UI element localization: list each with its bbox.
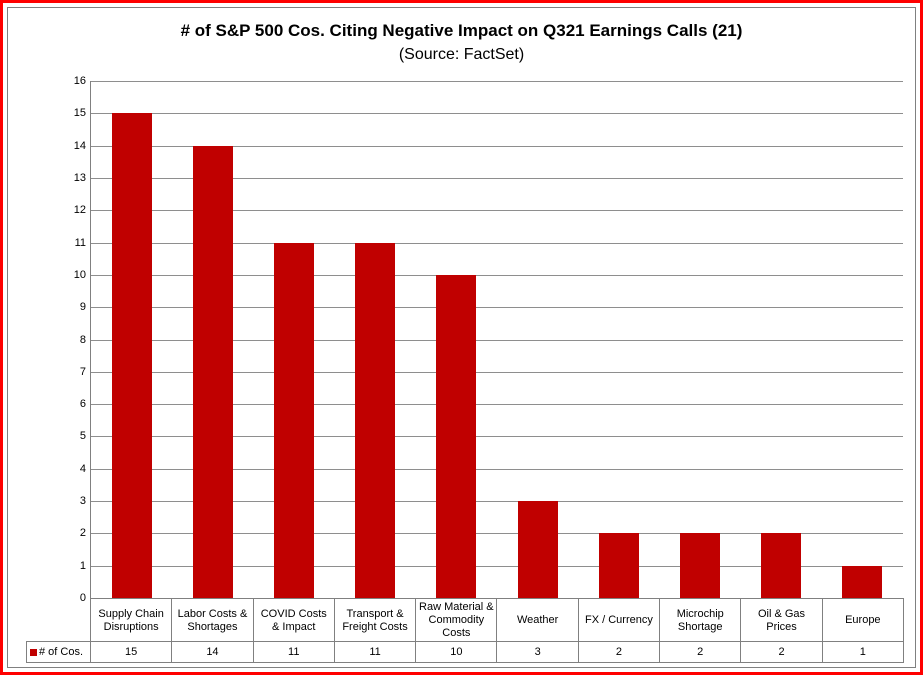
category-cell: Europe	[823, 599, 904, 642]
gridline	[91, 177, 903, 179]
y-axis-tick-label: 14	[73, 139, 86, 152]
bar-10	[842, 565, 883, 598]
y-axis-tick-label: 12	[73, 204, 86, 217]
value-cell: 15	[91, 642, 173, 662]
value-cell: 10	[416, 642, 498, 662]
gridline	[91, 81, 903, 82]
bar-6	[517, 501, 558, 598]
bar-slot	[659, 81, 740, 598]
bar-8	[680, 533, 721, 598]
value-cell: 1	[823, 642, 904, 662]
gridline	[91, 404, 903, 406]
y-axis-tick-label: 0	[79, 592, 86, 604]
y-axis-tick-label: 1	[79, 559, 86, 572]
y-axis-tick-label: 15	[73, 107, 86, 120]
gridline	[91, 501, 903, 503]
y-axis-tick-label: 6	[79, 398, 86, 411]
legend-series-label: # of Cos.	[39, 646, 84, 658]
y-axis-tick-label: 10	[73, 268, 86, 281]
category-axis-row: Supply Chain Disruptions Labor Costs & Sh…	[90, 598, 904, 642]
bar-slot	[497, 81, 578, 598]
gridline	[91, 565, 903, 567]
category-cell: Raw Material & Commodity Costs	[416, 599, 498, 642]
y-axis-tick-label: 7	[79, 365, 86, 378]
value-cell: 3	[497, 642, 579, 662]
bar-9	[761, 533, 802, 598]
gridline	[91, 274, 903, 276]
chart-title: # of S&P 500 Cos. Citing Negative Impact…	[180, 21, 743, 40]
gridline	[91, 339, 903, 341]
y-axis-tick-label: 8	[79, 333, 86, 346]
y-axis-tick-label: 13	[73, 171, 86, 184]
gridline	[91, 371, 903, 373]
y-axis-tick-label: 3	[79, 495, 86, 508]
value-cell: 2	[579, 642, 661, 662]
bar-slot	[335, 81, 416, 598]
data-table-value-row: 15 14 11 11 10 3 2 2 2 1	[90, 641, 904, 663]
bar-series	[91, 81, 903, 598]
gridline	[91, 113, 903, 115]
bar-2	[192, 145, 233, 598]
value-cell: 14	[172, 642, 254, 662]
category-cell: COVID Costs & Impact	[254, 599, 335, 642]
y-axis-tick-label: 11	[74, 236, 86, 249]
legend-series-key: # of Cos.	[26, 641, 91, 663]
gridline	[91, 242, 903, 244]
bar-slot	[822, 81, 903, 598]
bar-1	[111, 113, 152, 598]
bar-slot	[172, 81, 253, 598]
bar-slot	[416, 81, 497, 598]
bar-slot	[253, 81, 334, 598]
value-cell: 2	[660, 642, 742, 662]
gridline	[91, 533, 903, 535]
y-axis-tick-label: 9	[79, 301, 86, 314]
bar-slot	[578, 81, 659, 598]
bar-3	[274, 242, 314, 598]
chart-subtitle: (Source: FactSet)	[398, 46, 525, 63]
value-cell: 11	[335, 642, 417, 662]
bar-5	[436, 274, 477, 598]
gridline	[91, 145, 903, 147]
bar-slot	[91, 81, 172, 598]
gridline	[91, 436, 903, 438]
bar-slot	[741, 81, 822, 598]
category-cell: FX / Currency	[579, 599, 661, 642]
category-cell: Weather	[497, 599, 579, 642]
bar-4	[355, 242, 396, 598]
category-cell: Labor Costs & Shortages	[172, 599, 254, 642]
category-cell: Oil & Gas Prices	[741, 599, 823, 642]
y-axis-tick-label: 5	[79, 430, 86, 443]
y-axis-tick-label: 2	[79, 527, 86, 540]
gridline	[91, 468, 903, 470]
chart-frame: # of S&P 500 Cos. Citing Negative Impact…	[7, 7, 916, 668]
y-axis-tick-label: 4	[79, 462, 86, 475]
plot-area	[90, 81, 903, 598]
y-axis: 0 1 2 3 4 5 6 7 8 9 10 11 12 13 14 15 16	[8, 75, 86, 604]
series-color-swatch-icon	[30, 648, 37, 656]
bar-7	[598, 533, 639, 598]
y-axis-tick-label: 16	[73, 75, 86, 87]
category-cell: Microchip Shortage	[660, 599, 742, 642]
value-cell: 11	[254, 642, 335, 662]
gridline	[91, 210, 903, 212]
category-cell: Transport & Freight Costs	[335, 599, 417, 642]
category-cell: Supply Chain Disruptions	[91, 599, 173, 642]
gridline	[91, 307, 903, 309]
value-cell: 2	[741, 642, 823, 662]
